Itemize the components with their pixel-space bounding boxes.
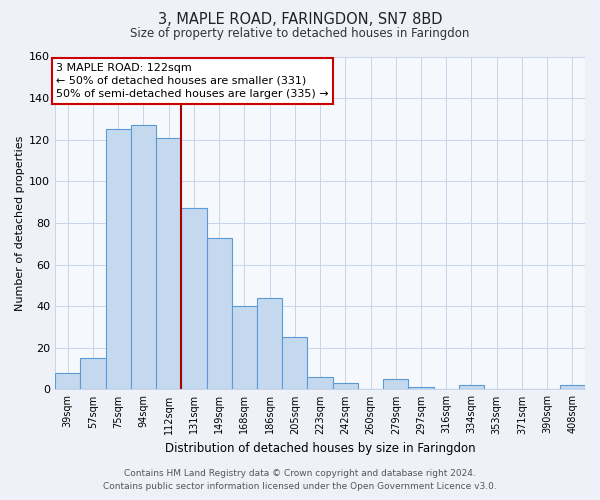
Bar	[106, 130, 131, 390]
Bar	[55, 373, 80, 390]
Bar	[332, 383, 358, 390]
Bar	[459, 386, 484, 390]
Bar	[206, 238, 232, 390]
Y-axis label: Number of detached properties: Number of detached properties	[15, 136, 25, 310]
Bar	[156, 138, 181, 390]
Bar	[232, 306, 257, 390]
Text: 3 MAPLE ROAD: 122sqm
← 50% of detached houses are smaller (331)
50% of semi-deta: 3 MAPLE ROAD: 122sqm ← 50% of detached h…	[56, 62, 329, 99]
Text: Contains HM Land Registry data © Crown copyright and database right 2024.
Contai: Contains HM Land Registry data © Crown c…	[103, 470, 497, 491]
Text: 3, MAPLE ROAD, FARINGDON, SN7 8BD: 3, MAPLE ROAD, FARINGDON, SN7 8BD	[158, 12, 442, 28]
Bar	[307, 377, 332, 390]
Bar	[181, 208, 206, 390]
Bar	[257, 298, 282, 390]
Bar	[131, 125, 156, 390]
Bar	[282, 338, 307, 390]
Bar	[383, 379, 409, 390]
X-axis label: Distribution of detached houses by size in Faringdon: Distribution of detached houses by size …	[165, 442, 475, 455]
Bar	[560, 386, 585, 390]
Text: Size of property relative to detached houses in Faringdon: Size of property relative to detached ho…	[130, 28, 470, 40]
Bar	[80, 358, 106, 390]
Bar	[409, 388, 434, 390]
